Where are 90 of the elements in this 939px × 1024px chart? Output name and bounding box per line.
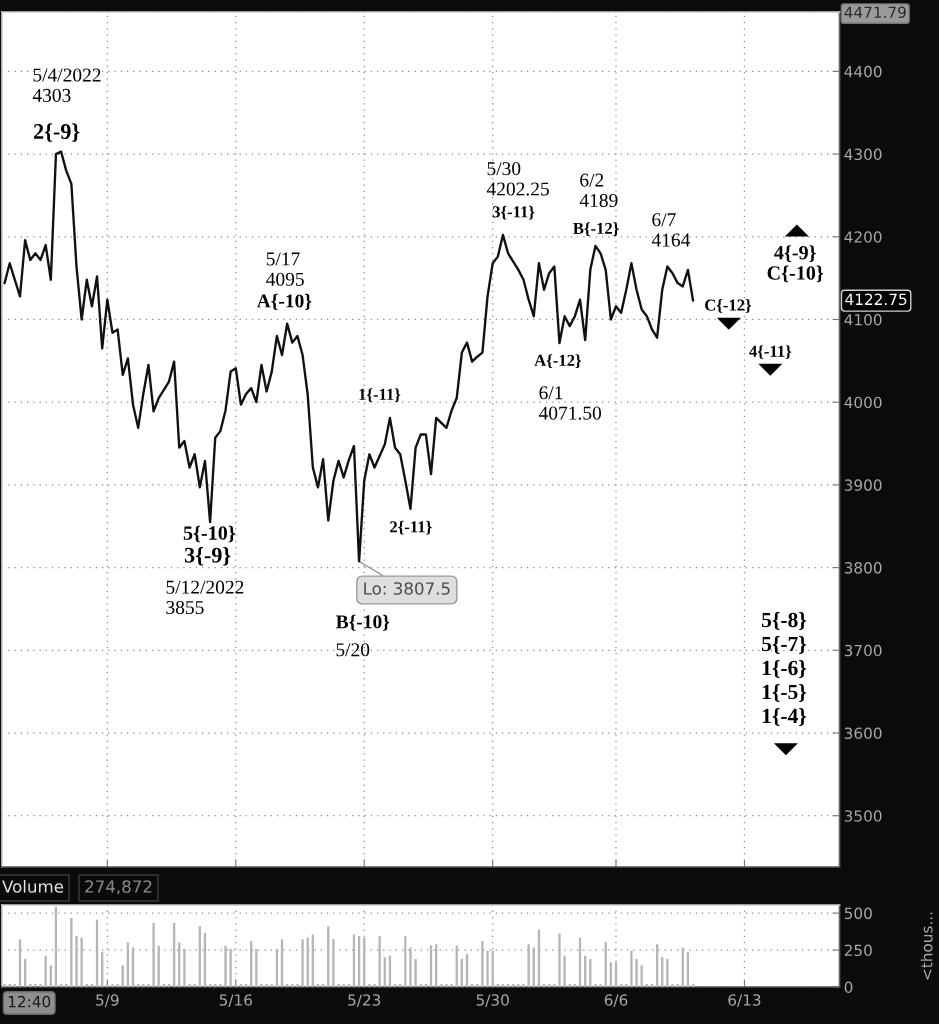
y-tick-label: 4200: [844, 231, 882, 243]
bar: [671, 984, 674, 987]
bar: [368, 984, 371, 987]
x-tick-label: 5/30: [476, 994, 509, 1007]
x-tick-label: 6/13: [728, 994, 761, 1007]
bar: [301, 939, 304, 987]
annotation: 5{-8} 5{-7} 1{-6} 1{-5} 1{-4}: [762, 612, 807, 726]
bar: [75, 936, 78, 987]
bar: [676, 984, 679, 987]
bar: [39, 984, 42, 987]
bar: [265, 984, 268, 987]
annotation: 4{-9} C{-10}: [767, 245, 824, 283]
y-tick-label: 4000: [844, 396, 882, 409]
annotation: 4{-11}: [749, 345, 792, 359]
y-tick-label: 3800: [844, 562, 882, 574]
annotation: 2{-11}: [390, 520, 432, 535]
bar: [34, 984, 37, 987]
bar: [630, 950, 633, 987]
y-tick-label: 3700: [844, 644, 882, 657]
x-tick-label: 5/16: [219, 994, 252, 1007]
annotation: 5{-10}: [183, 525, 236, 543]
bar: [594, 984, 597, 987]
bar: [116, 984, 119, 987]
y-tick-label: 0: [844, 981, 853, 994]
annotation: 5/17 4095: [266, 252, 304, 286]
bar: [527, 944, 530, 987]
y-tick-label: 4400: [844, 65, 882, 78]
annotation: 3{-9}: [184, 547, 231, 566]
annotation: B{-10}: [336, 614, 390, 631]
annotation: A{-12}: [534, 354, 582, 369]
annotation: B{-12}: [573, 222, 619, 237]
bar: [260, 984, 263, 987]
annotation: 6/2 4189: [579, 173, 618, 208]
x-tick-label: 5/23: [348, 994, 381, 1007]
bar: [332, 939, 335, 987]
annotation: A{-10}: [256, 293, 312, 310]
bar: [450, 984, 453, 987]
annotation: Lo: 3807.5: [364, 582, 450, 595]
y-tick-label: 3500: [844, 810, 882, 822]
bar: [183, 949, 186, 987]
bar: [229, 949, 232, 987]
annotation: 1{-11}: [359, 388, 401, 403]
y-tick-label: 500: [844, 907, 872, 920]
annotation: 5/4/2022 4303: [32, 68, 101, 102]
bar: [409, 947, 412, 987]
bar: [666, 958, 669, 987]
bar: [188, 984, 191, 987]
annotation: 3{-11}: [492, 205, 535, 220]
text: 4122.75: [845, 293, 907, 306]
y-axis-title: <thous...: [920, 912, 933, 980]
y-tick-label: 3900: [844, 479, 882, 491]
bar: [522, 984, 525, 987]
bar: [70, 918, 73, 987]
bar: [3, 984, 6, 987]
annotation: 6/1 4071.50: [538, 386, 602, 420]
y-tick-label: 250: [844, 944, 872, 957]
annotation: 2{-9}: [33, 123, 80, 142]
bar: [337, 984, 340, 987]
bar: [147, 984, 150, 987]
bar: [481, 940, 484, 987]
chart-title: Volume: [2, 879, 64, 893]
bar: [635, 958, 638, 987]
annotation: 6/7 4164: [651, 213, 691, 247]
annotation: 5/20: [336, 643, 370, 657]
bar: [599, 984, 602, 987]
bar: [224, 945, 227, 987]
bar: [445, 984, 448, 987]
x-tick-label: 5/9: [96, 994, 119, 1007]
bar: [563, 955, 566, 987]
y-tick-label: 3600: [844, 727, 882, 740]
bar: [558, 933, 561, 987]
bar: [414, 958, 417, 987]
bar: [152, 922, 155, 987]
bar: [486, 950, 489, 987]
bar: [378, 936, 381, 987]
y-tick-label: 4300: [844, 148, 882, 161]
y-tick-label: 4100: [844, 313, 882, 326]
bar: [111, 984, 114, 987]
annotation: C{-12}: [705, 298, 752, 313]
text: 12:40: [8, 995, 51, 1008]
annotation: 5/30 4202.25: [486, 162, 549, 196]
annotation: 5/12/2022 3855: [166, 580, 244, 615]
bar: [296, 984, 299, 987]
bar: [373, 984, 376, 987]
x-tick-label: 6/6: [604, 994, 628, 1007]
y-tick-label: 4471.79: [844, 6, 906, 19]
chart-subtitle: 274,872: [85, 880, 152, 895]
bar: [517, 984, 520, 987]
bar: [219, 984, 222, 987]
bar: [80, 937, 83, 987]
